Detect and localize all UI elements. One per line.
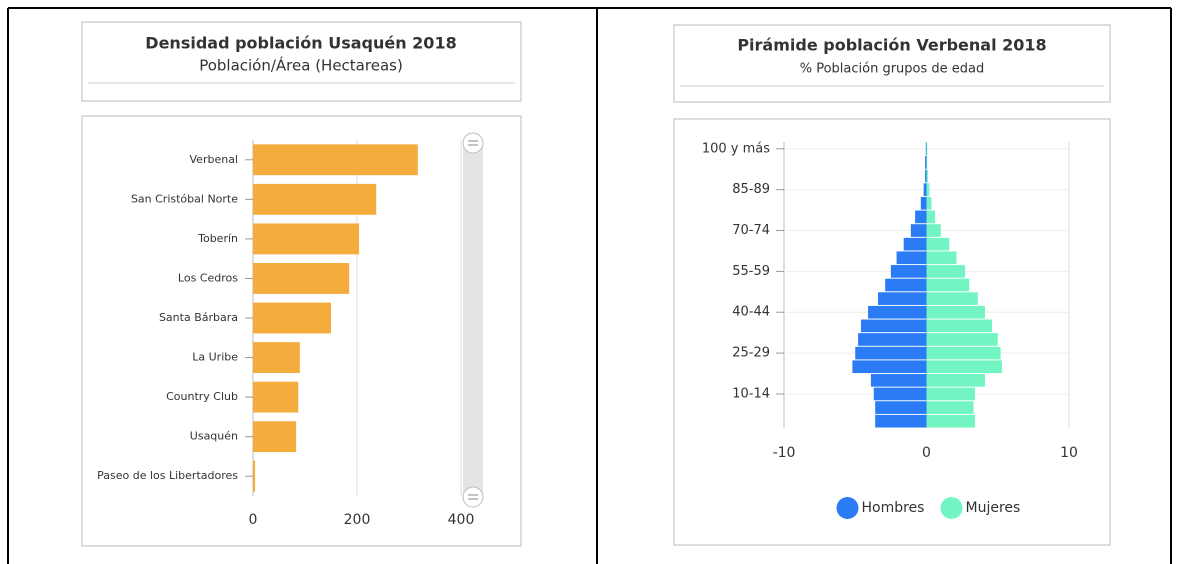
y-tick-label: San Cristóbal Norte: [131, 192, 238, 205]
y-tick-label: Verbenal: [190, 153, 238, 166]
y-tick-label: 100 y más: [702, 141, 770, 156]
chart-subtitle: % Población grupos de edad: [800, 62, 985, 77]
bar: [868, 305, 927, 319]
bar: [926, 169, 928, 183]
header-card: [81, 21, 522, 102]
y-tick-label: 40-44: [732, 305, 770, 320]
bar: [875, 401, 927, 414]
bar: [875, 414, 927, 428]
bar: [253, 144, 418, 176]
y-tick-label: La Uribe: [192, 351, 238, 364]
legend-label: Hombres: [862, 500, 925, 516]
bar: [926, 319, 993, 333]
y-tick-label: Santa Bárbara: [159, 311, 238, 324]
y-tick-label: 85-89: [732, 182, 770, 197]
x-tick-label: 10: [1060, 445, 1078, 461]
bar: [926, 224, 941, 237]
bar: [926, 360, 1003, 374]
bar: [253, 460, 256, 492]
bar: [253, 263, 350, 294]
bar: [870, 374, 927, 387]
bar: [926, 183, 930, 196]
bar: [926, 237, 950, 251]
bar: [926, 387, 975, 401]
y-tick-label: 25-29: [732, 346, 770, 361]
y-tick-label: 10-14: [732, 386, 770, 401]
x-tick-label: -10: [773, 445, 796, 461]
x-tick-label: 0: [922, 445, 931, 461]
bar: [925, 156, 927, 169]
chart-subtitle: Población/Área (Hectareas): [199, 56, 403, 75]
legend-swatch: [940, 497, 963, 519]
bar: [253, 223, 360, 255]
bar: [253, 421, 297, 453]
bar: [253, 342, 300, 373]
bar: [926, 265, 965, 278]
header-card: [673, 24, 1111, 103]
y-tick-label: 70-74: [732, 223, 770, 238]
y-tick-label: Country Club: [166, 390, 238, 403]
bar: [923, 183, 927, 196]
x-tick-label: 400: [448, 512, 475, 528]
legend-swatch: [836, 497, 859, 519]
bar: [926, 196, 932, 210]
bar: [858, 333, 927, 346]
bar: [926, 305, 985, 319]
bar: [926, 210, 936, 224]
bar: [926, 142, 928, 156]
scroll-handle[interactable]: [462, 486, 484, 508]
bar: [926, 251, 957, 265]
y-tick-label: Los Cedros: [178, 271, 238, 284]
x-tick-label: 0: [249, 512, 258, 528]
bar: [926, 292, 978, 305]
bar: [860, 319, 927, 333]
x-tick-label: 200: [344, 512, 371, 528]
y-tick-label: 55-59: [732, 264, 770, 279]
bar: [915, 210, 927, 224]
bar: [253, 183, 377, 215]
bar: [253, 381, 299, 413]
bar: [896, 251, 927, 265]
y-tick-label: Paseo de los Libertadores: [97, 469, 238, 482]
bar: [873, 387, 927, 401]
chart-title: Densidad población Usaquén 2018: [145, 34, 456, 53]
bar: [855, 346, 927, 360]
legend-label: Mujeres: [966, 500, 1021, 516]
bar: [253, 302, 331, 334]
y-tick-label: Usaquén: [190, 430, 238, 443]
bar: [926, 346, 1001, 360]
y-tick-label: Toberín: [197, 232, 238, 245]
bar: [926, 278, 970, 292]
bar: [926, 156, 928, 169]
bar: [925, 169, 927, 183]
bar: [910, 224, 927, 237]
bar: [926, 333, 998, 346]
bar: [920, 196, 927, 210]
bar: [926, 401, 974, 414]
scrollbar[interactable]: [463, 140, 483, 497]
bar: [885, 278, 927, 292]
bar: [903, 237, 927, 251]
chart-title: Pirámide población Verbenal 2018: [737, 36, 1046, 55]
bar: [926, 414, 975, 428]
bar: [925, 142, 927, 156]
bar: [926, 374, 985, 387]
scroll-handle[interactable]: [462, 132, 484, 154]
bar: [890, 265, 927, 278]
bar: [852, 360, 927, 374]
bar: [878, 292, 927, 305]
